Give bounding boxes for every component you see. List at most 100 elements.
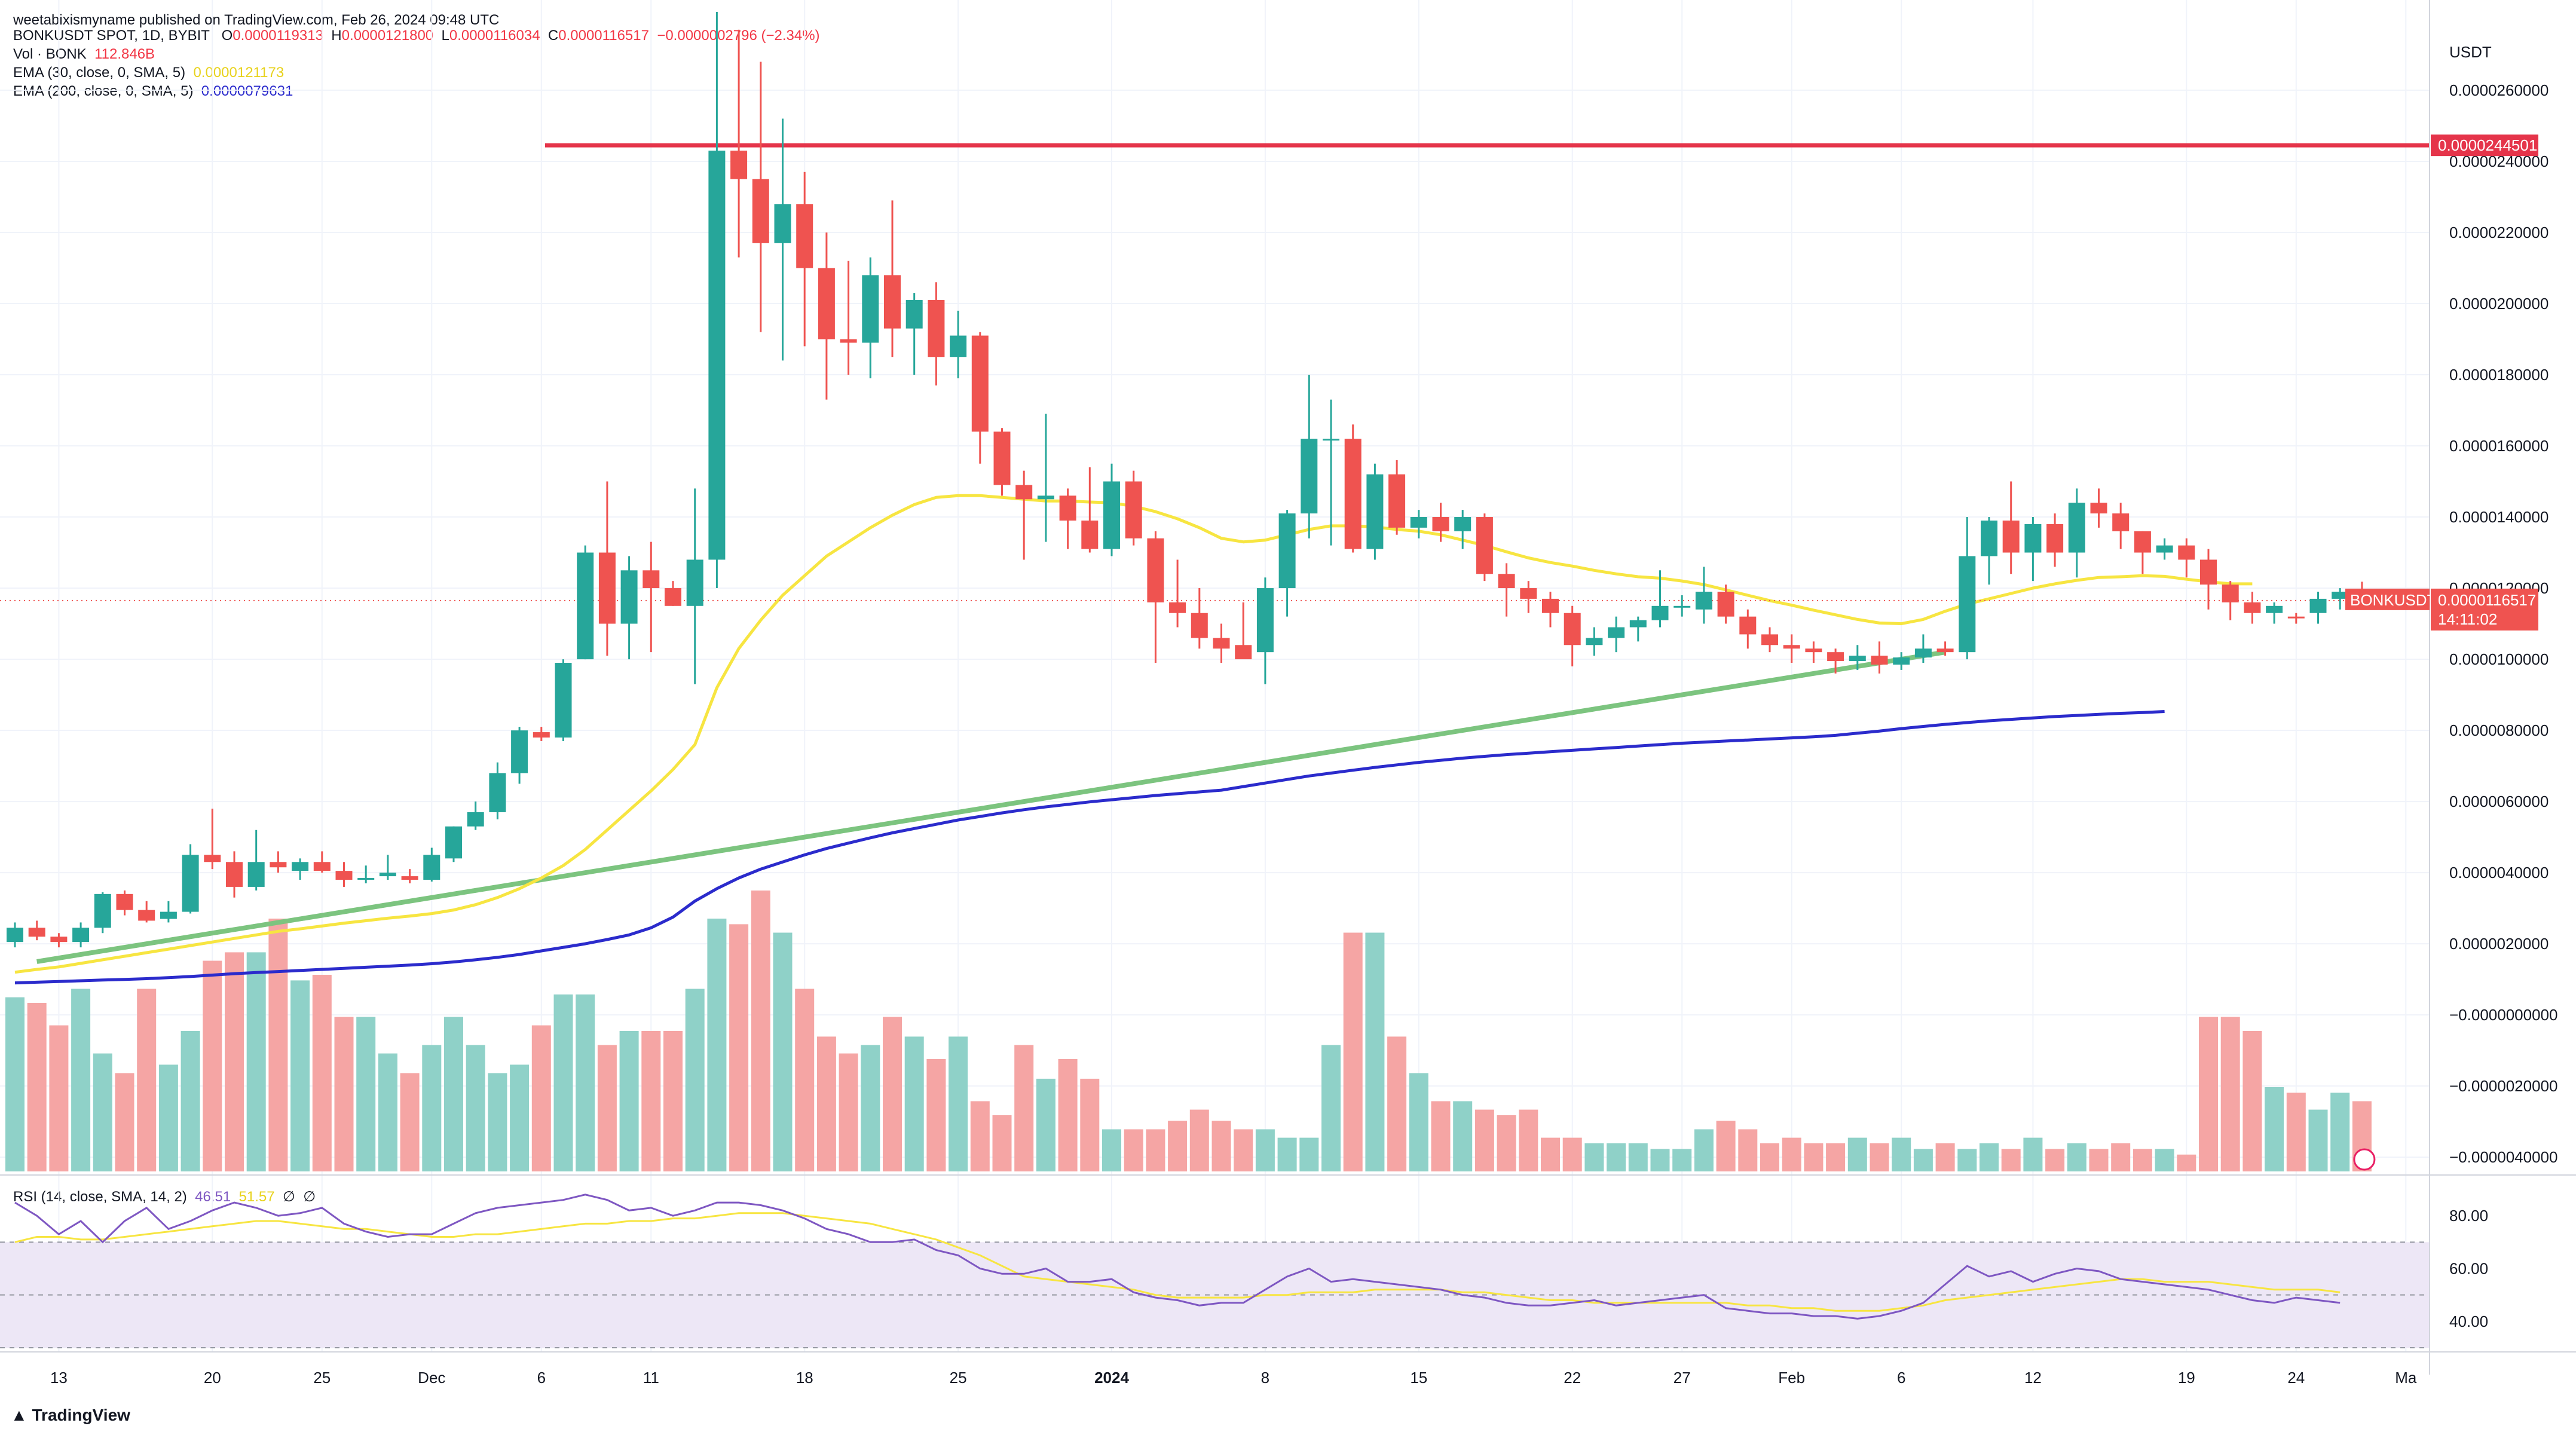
volume-bar [861,1045,880,1171]
ema30-label: EMA (30, close, 0, SMA, 5) [13,65,186,81]
volume-bar [531,1025,551,1171]
volume-bar [1014,1045,1034,1171]
candle-body [1739,616,1757,635]
volume-bar [93,1053,112,1171]
candle-body [818,268,835,339]
candle-body [511,730,528,773]
time-tick-label: Dec [418,1369,445,1387]
candle-body [1827,652,1844,662]
candle-body [862,275,879,343]
time-tick-label: 2024 [1094,1369,1129,1387]
candle-body [2068,503,2085,553]
candle-body [1454,517,1471,531]
volume-bar [1211,1121,1231,1171]
volume-bar [1650,1149,1670,1171]
volume-bar [707,919,727,1171]
volume-bar [180,1031,200,1171]
volume-bar [1804,1143,1824,1171]
price-tick-label: 0.0000160000 [2449,437,2549,455]
volume-value: 112.846B [94,46,155,62]
volume-bar [1584,1143,1604,1171]
candle-body [1761,634,1778,645]
price-tick-label: −0.0000040000 [2449,1148,2557,1166]
candle-body [94,894,111,928]
candle-body [2309,598,2327,613]
candle-body [1629,620,1647,628]
candle-body [884,275,901,329]
candle-body [1871,656,1888,665]
time-tick-label: 13 [50,1369,68,1387]
volume-bar [488,1073,507,1171]
time-tick-label: 20 [204,1369,221,1387]
volume-bar [2199,1017,2218,1171]
candle-body [905,300,923,329]
candle-body [28,928,45,937]
volume-bar [1168,1121,1188,1171]
volume-bar [949,1036,968,1171]
symbol-tag-text: BONKUSDT [2350,591,2437,609]
candle-body [2090,503,2107,514]
volume-bar [2155,1149,2174,1171]
candle-body [533,732,550,738]
volume-bar [2265,1087,2284,1171]
volume-bar [1870,1143,1889,1171]
volume-bar [839,1053,858,1171]
time-tick-label: 25 [950,1369,967,1387]
volume-bar [1189,1109,1209,1171]
volume-bar [1255,1129,1275,1171]
candle-body [1344,439,1362,549]
volume-bar [1892,1137,1911,1171]
legend-ema200-row[interactable]: EMA (200, close, 0, SMA, 5) 0.0000079631 [13,82,820,100]
legend-ema30-row[interactable]: EMA (30, close, 0, SMA, 5) 0.0000121173 [13,63,820,82]
close-label: C [547,27,559,44]
legend-volume-row[interactable]: Vol · BONK 112.846B [13,45,820,63]
candle-body [1674,605,1691,608]
volume-bar [2330,1093,2350,1171]
volume-bar [1299,1137,1319,1171]
candle-body [335,871,353,880]
volume-bar [2023,1137,2043,1171]
volume-bar [1321,1045,1341,1171]
volume-bar [1343,932,1363,1171]
volume-bar [1607,1143,1626,1171]
volume-bar [1826,1143,1846,1171]
volume-bar [1672,1149,1692,1171]
volume-bar [5,997,25,1171]
candle-body [2178,545,2195,560]
ema30-value: 0.0000121173 [193,65,284,81]
candle-body [1125,481,1142,538]
volume-bar [312,975,332,1171]
volume-bar [1277,1137,1297,1171]
candle-body [1432,517,1449,531]
volume-bar [1541,1137,1560,1171]
candle-body [226,862,243,887]
volume-bar [1980,1143,1999,1171]
volume-bar [641,1031,661,1171]
volume-bar [1562,1137,1582,1171]
open-label: O [221,27,233,44]
candle-body [7,928,23,943]
price-tick-label: 0.0000020000 [2449,935,2549,953]
rsi-tick-label: 40.00 [2449,1312,2488,1330]
tradingview-logo[interactable]: ▲ TradingView [11,1406,130,1425]
time-tick-label: 11 [643,1369,659,1387]
candle-body [993,432,1011,485]
candle-body [840,339,857,343]
last-price-tag [2431,588,2538,631]
candle-body [1323,439,1339,441]
rsi-line [14,1194,2341,1320]
volume-bar [816,1036,836,1171]
candle-body [1388,474,1406,528]
time-tick-label: 27 [1674,1369,1691,1387]
volume-bar [268,919,288,1171]
volume-bar [1431,1101,1451,1171]
volume-bar [926,1059,946,1171]
candle-body [489,773,506,812]
volume-bar [203,960,222,1171]
candle-body [423,855,440,880]
candle-body [971,335,989,432]
volume-bar [1058,1059,1078,1171]
candle-body [2200,559,2217,585]
candle-body [1476,517,1493,574]
